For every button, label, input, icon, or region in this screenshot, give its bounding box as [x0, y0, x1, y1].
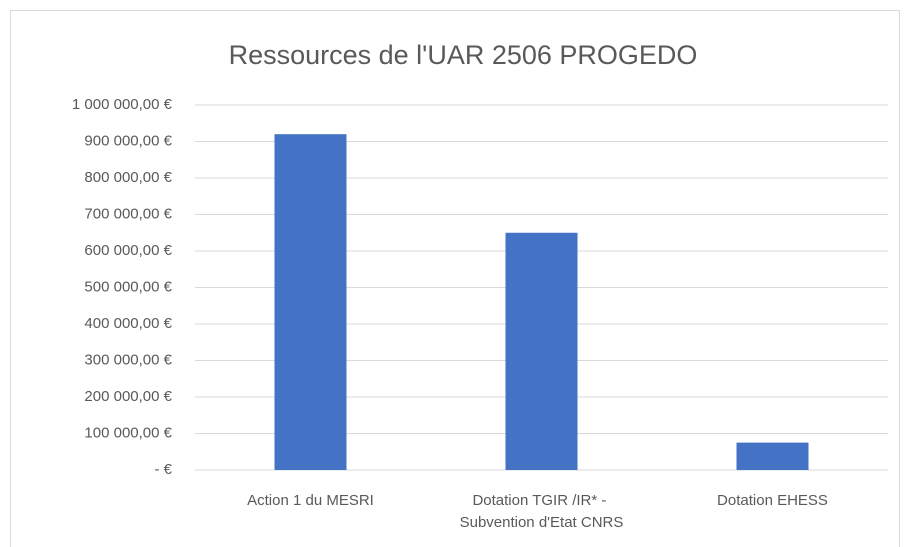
x-tick-label: Dotation TGIR /IR* - Subvention d'Etat C… [460, 492, 624, 531]
y-tick-label: 900 000,00 € [84, 132, 172, 149]
x-tick-label: Dotation EHESS [717, 492, 828, 509]
y-tick-label: 100 000,00 € [84, 424, 172, 441]
bar [505, 232, 578, 470]
y-tick-label: 1 000 000,00 € [72, 96, 173, 113]
y-tick-label: 400 000,00 € [84, 315, 172, 332]
y-tick-label: 300 000,00 € [84, 351, 172, 368]
y-tick-label: 600 000,00 € [84, 242, 172, 259]
y-tick-label: 500 000,00 € [84, 278, 172, 295]
chart-title: Ressources de l'UAR 2506 PROGEDO [229, 40, 698, 70]
x-tick-label: Action 1 du MESRI [247, 492, 374, 509]
bar [274, 134, 347, 470]
y-tick-label: 700 000,00 € [84, 205, 172, 222]
y-tick-label: 200 000,00 € [84, 388, 172, 405]
bar [736, 442, 809, 470]
y-tick-label: - € [154, 461, 172, 478]
y-tick-label: 800 000,00 € [84, 169, 172, 186]
